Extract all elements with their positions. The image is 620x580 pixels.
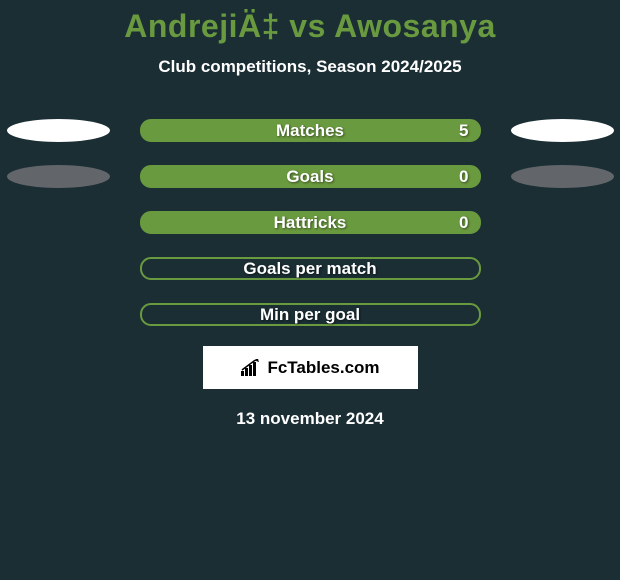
stat-bar: Goals per match xyxy=(140,257,481,280)
stat-value: 0 xyxy=(459,213,468,233)
left-ellipse xyxy=(7,119,110,142)
row-goals-per-match: Goals per match xyxy=(0,257,620,280)
left-placeholder xyxy=(7,211,110,234)
left-placeholder xyxy=(7,257,110,280)
right-ellipse xyxy=(511,165,614,188)
row-matches: Matches 5 xyxy=(0,119,620,142)
stat-label: Matches xyxy=(276,121,344,141)
stat-label: Goals per match xyxy=(243,259,376,279)
stat-bar: Matches 5 xyxy=(140,119,481,142)
row-goals: Goals 0 xyxy=(0,165,620,188)
chart-icon xyxy=(240,359,262,377)
stat-bar: Hattricks 0 xyxy=(140,211,481,234)
row-min-per-goal: Min per goal xyxy=(0,303,620,326)
row-hattricks: Hattricks 0 xyxy=(0,211,620,234)
stat-value: 5 xyxy=(459,121,468,141)
page-title: AndrejiÄ‡ vs Awosanya xyxy=(124,8,496,45)
stat-bar: Goals 0 xyxy=(140,165,481,188)
right-placeholder xyxy=(511,211,614,234)
stats-rows: Matches 5 Goals 0 Hattricks 0 Goals xyxy=(0,119,620,326)
stat-value: 0 xyxy=(459,167,468,187)
right-placeholder xyxy=(511,303,614,326)
stat-bar: Min per goal xyxy=(140,303,481,326)
stat-label: Goals xyxy=(286,167,333,187)
left-placeholder xyxy=(7,303,110,326)
logo-box: FcTables.com xyxy=(203,346,418,389)
right-ellipse xyxy=(511,119,614,142)
stat-label: Min per goal xyxy=(260,305,360,325)
right-placeholder xyxy=(511,257,614,280)
date-text: 13 november 2024 xyxy=(236,409,383,429)
left-ellipse xyxy=(7,165,110,188)
logo-text: FcTables.com xyxy=(267,358,379,378)
stat-label: Hattricks xyxy=(274,213,347,233)
subtitle: Club competitions, Season 2024/2025 xyxy=(158,57,461,77)
